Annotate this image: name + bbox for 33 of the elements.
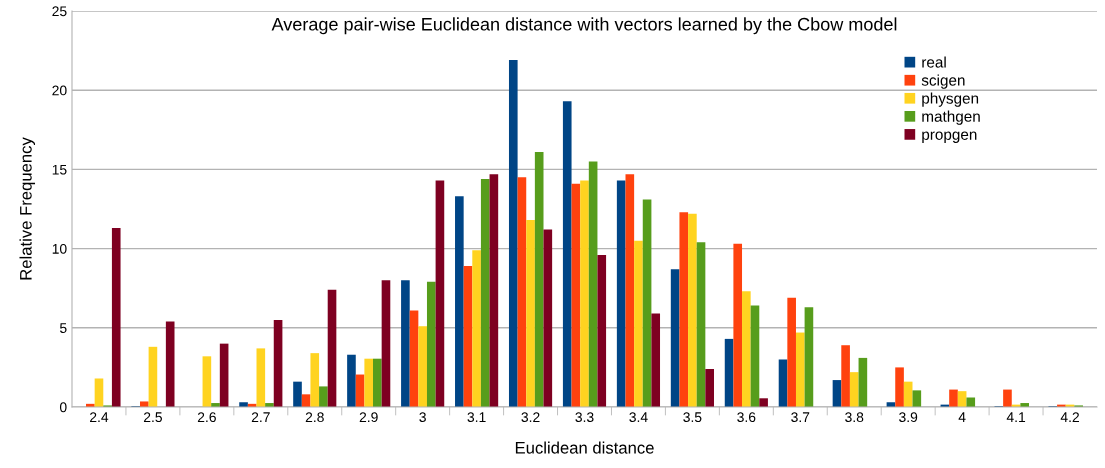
x-tick-label: 2.4	[90, 412, 109, 422]
legend-label: mathgen	[922, 110, 980, 125]
y-tick-label: 20	[52, 85, 67, 96]
x-tick-label: 4	[958, 412, 966, 422]
x-tick-label: 3.2	[521, 412, 540, 423]
x-tick-label: 3.7	[791, 412, 810, 423]
x-tick-label: 2.5	[143, 412, 162, 423]
x-tick-label: 3.3	[575, 412, 594, 423]
y-tick-label: 10	[52, 243, 67, 254]
x-axis-title: Euclidean distance	[515, 441, 654, 454]
x-tick-label: 3.6	[737, 412, 756, 423]
y-tick-label: 25	[52, 6, 67, 17]
legend-label: physgen	[922, 92, 979, 107]
legend-label: propgen	[922, 131, 977, 143]
x-tick-label: 3.9	[899, 412, 918, 423]
x-tick-label: 4.2	[1060, 412, 1079, 422]
x-tick-label: 4.1	[1006, 412, 1026, 422]
x-tick-label: 2.8	[305, 412, 324, 423]
y-tick-label: 5	[59, 323, 67, 333]
y-tick-label: 0	[59, 402, 67, 413]
x-tick-label: 3.5	[683, 412, 702, 423]
x-tick-label: 2.9	[359, 412, 378, 423]
x-tick-label: 3.1	[467, 412, 486, 423]
x-tick-label: 3.8	[845, 412, 864, 423]
y-axis-title: Relative Frequency	[19, 137, 36, 280]
x-tick-label: 2.7	[251, 412, 270, 422]
x-tick-label: 3.4	[629, 412, 648, 423]
legend-label: scigen	[921, 74, 965, 89]
x-tick-label: 3	[419, 412, 426, 423]
legend-label: real	[922, 56, 946, 68]
y-tick-label: 15	[52, 164, 67, 175]
chart-title: Average pair-wise Euclidean distance with vectors learned by the Cbow model	[271, 17, 897, 35]
x-tick-label: 2.6	[197, 412, 216, 423]
